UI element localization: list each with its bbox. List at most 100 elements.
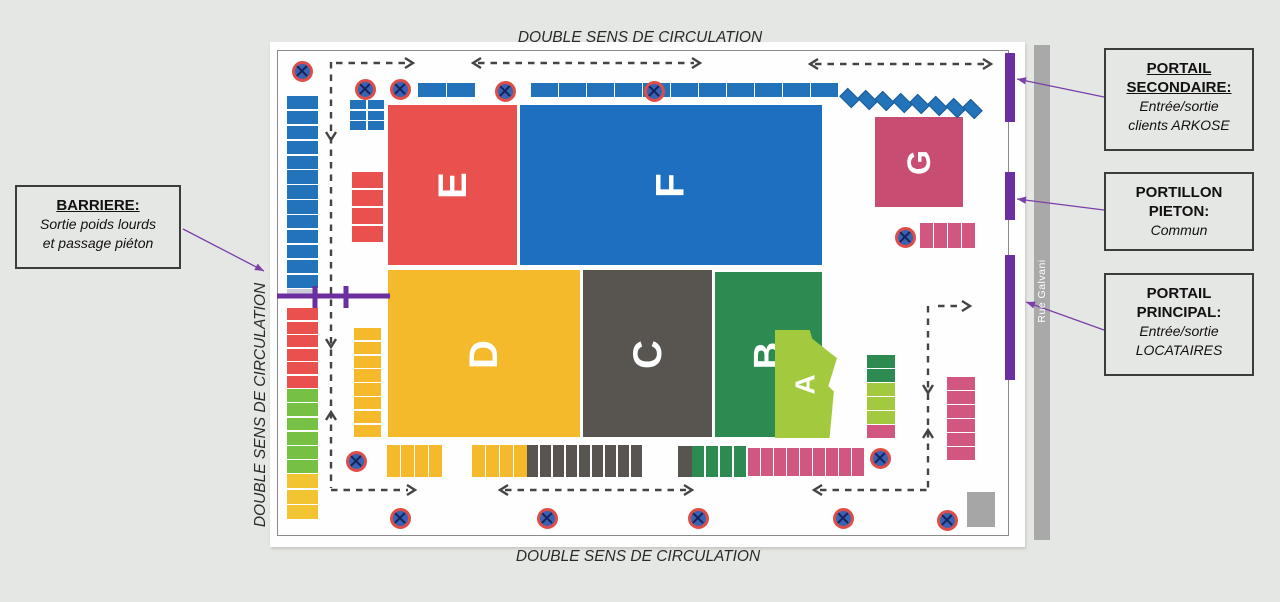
parking-cell [287, 289, 318, 297]
parking-cell [604, 445, 617, 477]
annotation-text: LOCATAIRES [1135, 341, 1223, 358]
parking-cell [287, 155, 318, 169]
bottom-circulation-label: DOUBLE SENS DE CIRCULATION [515, 548, 761, 565]
parking-cell [947, 391, 975, 404]
parking-cell [761, 448, 773, 476]
parking-cell [514, 445, 527, 477]
parking-group [387, 445, 442, 477]
parking-cell [287, 140, 318, 155]
annotation-text: Entrée/sortie [1139, 323, 1219, 339]
parking-cell [354, 383, 381, 396]
annotation-title: PORTAIL [1146, 60, 1212, 77]
parking-group [418, 83, 475, 97]
parking-group [867, 355, 895, 438]
no-parking-icon [345, 450, 367, 472]
parking-cell [867, 397, 895, 410]
no-parking-icon [536, 507, 558, 529]
parking-cell [587, 83, 614, 97]
parking-group [947, 377, 975, 460]
parking-cell [559, 83, 586, 97]
parking-group [352, 172, 383, 242]
parking-group [692, 446, 746, 477]
parking-group [748, 448, 864, 476]
building-c: C [583, 270, 712, 437]
parking-group [287, 308, 318, 388]
parking-cell [350, 121, 367, 130]
parking-cell [354, 397, 381, 410]
parking-cell [947, 447, 975, 460]
parking-cell [350, 100, 367, 109]
parking-cell [352, 207, 383, 225]
parking-cell [705, 446, 719, 477]
parking-group [287, 474, 318, 519]
parking-cell [539, 445, 552, 477]
parking-cell [934, 223, 947, 248]
street-strip [1034, 45, 1050, 540]
parking-cell [699, 83, 726, 97]
parking-group [920, 223, 975, 248]
annotation-text: clients ARKOSE [1128, 116, 1230, 133]
parking-group [678, 446, 692, 477]
parking-cell [826, 448, 838, 476]
parking-cell [287, 321, 318, 334]
parking-cell [352, 189, 383, 207]
parking-cell [948, 223, 961, 248]
parking-cell [733, 446, 746, 477]
parking-cell [867, 411, 895, 424]
building-f: F [520, 105, 822, 265]
gate-2 [1005, 172, 1015, 220]
parking-cell [287, 244, 318, 259]
parking-cell [354, 410, 381, 424]
parking-cell [630, 445, 642, 477]
parking-cell [287, 170, 318, 184]
parking-cell [947, 405, 975, 418]
parking-cell [813, 448, 825, 476]
parking-cell [867, 355, 895, 368]
annotation-title: PORTAIL [1146, 285, 1212, 302]
parking-cell [287, 185, 318, 199]
parking-cell [472, 445, 485, 477]
parking-cell [552, 445, 565, 477]
building-d: D [388, 270, 580, 437]
annotation-text: et passage piéton [42, 234, 154, 251]
parking-cell [287, 110, 318, 125]
no-parking-icon [291, 60, 313, 82]
parking-cell [401, 445, 414, 477]
parking-cell [367, 110, 384, 120]
parking-group [287, 389, 318, 473]
annotation-title: PIETON: [1148, 203, 1210, 220]
no-parking-icon [389, 507, 411, 529]
parking-cell [287, 308, 318, 321]
no-parking-icon [389, 78, 411, 100]
parking-cell [486, 445, 499, 477]
parking-cell [671, 83, 698, 97]
parking-cell [367, 100, 384, 109]
parking-cell [287, 375, 318, 388]
parking-cell [287, 446, 318, 459]
parking-cell [287, 431, 318, 445]
parking-cell [867, 425, 895, 438]
parking-cell [839, 448, 851, 476]
annotation-barriere: BARRIERE: Sortie poids lourds et passage p… [15, 185, 181, 269]
no-parking-icon [494, 80, 516, 102]
parking-cell [867, 369, 895, 382]
parking-cell [774, 448, 786, 476]
parking-cell [531, 83, 558, 97]
building-e: E [388, 105, 517, 265]
parking-cell [350, 110, 367, 120]
parking-cell [354, 328, 381, 341]
parking-cell [354, 369, 381, 382]
annotation-title: PORTILLON [1135, 184, 1223, 201]
parking-cell [748, 448, 760, 476]
annotation-portail-secondaire: PORTAIL SECONDAIRE: Entrée/sortie clients A… [1104, 48, 1254, 151]
parking-cell [947, 377, 975, 390]
parking-cell [719, 446, 733, 477]
shed [967, 492, 995, 527]
parking-cell [367, 121, 384, 130]
parking-cell [287, 200, 318, 214]
parking-cell [920, 223, 933, 248]
parking-cell [447, 83, 475, 97]
parking-cell [287, 403, 318, 416]
